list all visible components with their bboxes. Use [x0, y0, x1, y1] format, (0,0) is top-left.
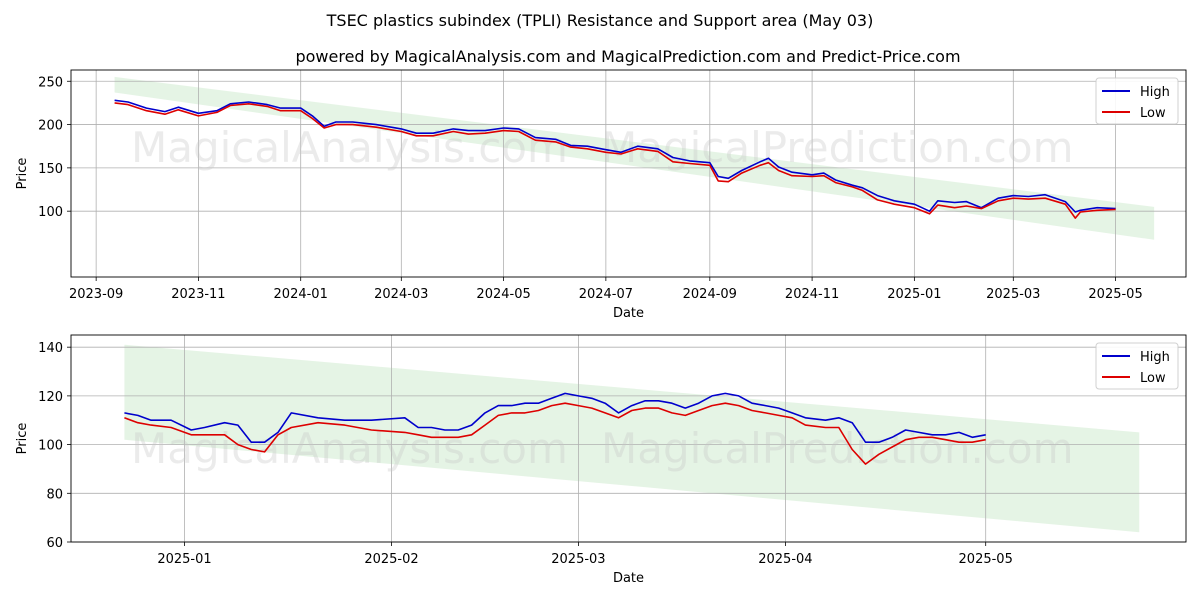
x-tick-label: 2025-01 [887, 287, 941, 302]
y-tick-label: 80 [46, 487, 63, 502]
x-tick-label: 2025-04 [758, 552, 812, 567]
plot-frame [70, 334, 1187, 543]
y-tick-label: 200 [38, 119, 63, 134]
y-tick-label: 60 [46, 536, 63, 551]
y-tick-label: 100 [38, 205, 63, 220]
x-tick-label: 2024-05 [476, 287, 530, 302]
chart-subtitle: powered by MagicalAnalysis.com and Magic… [295, 47, 960, 66]
series-line-low [124, 402, 986, 465]
x-tick-label: 2023-11 [171, 287, 225, 302]
legend-label-low: Low [1140, 371, 1166, 386]
y-tick-label: 150 [38, 162, 63, 177]
x-tick-label: 2025-02 [364, 552, 418, 567]
x-tick-label: 2025-01 [157, 552, 211, 567]
legend: High Low [1095, 342, 1179, 390]
x-tick-label: 2024-09 [683, 287, 737, 302]
x-tick-label: 2024-03 [374, 287, 428, 302]
x-tick-label: 2024-01 [274, 287, 328, 302]
series-line-high [124, 392, 986, 444]
series-line-high [114, 99, 1116, 213]
legend-label-high: High [1140, 350, 1170, 365]
legend: High Low [1095, 77, 1179, 125]
x-tick-label: 2025-05 [959, 552, 1013, 567]
watermark-text: MagicalPrediction.com [601, 424, 1074, 473]
plot-frame [70, 69, 1187, 278]
y-axis-label: Price [15, 158, 30, 190]
y-axis-label: Price [15, 423, 30, 455]
watermark-text: MagicalPrediction.com [601, 123, 1074, 172]
legend-label-high: High [1140, 85, 1170, 100]
bottom-chart-panel: 2025-01 2025-02 2025-03 2025-04 2025-05 60 80 1… [15, 334, 1187, 586]
x-tick-label: 2025-03 [986, 287, 1040, 302]
top-chart-panel: 2023-09 2023-11 2024-01 2024-03 2024-05 2024-… [15, 69, 1187, 321]
y-tick-label: 250 [38, 75, 63, 90]
x-tick-label: 2024-11 [785, 287, 839, 302]
x-tick-label: 2023-09 [69, 287, 123, 302]
x-tick-label: 2025-05 [1088, 287, 1142, 302]
x-tick-label: 2024-07 [579, 287, 633, 302]
chart-title: TSEC plastics subindex (TPLI) Resistance… [326, 11, 874, 30]
resistance-support-band [124, 344, 1140, 533]
x-axis-label: Date [613, 571, 644, 586]
y-tick-label: 100 [38, 439, 63, 454]
y-tick-label: 120 [38, 390, 63, 405]
x-axis-label: Date [613, 306, 644, 321]
x-tick-label: 2025-03 [551, 552, 605, 567]
resistance-support-band [114, 76, 1155, 240]
watermark-text: MagicalAnalysis.com [131, 424, 568, 473]
legend-label-low: Low [1140, 106, 1166, 121]
series-line-low [114, 102, 1116, 219]
y-tick-label: 140 [38, 341, 63, 356]
